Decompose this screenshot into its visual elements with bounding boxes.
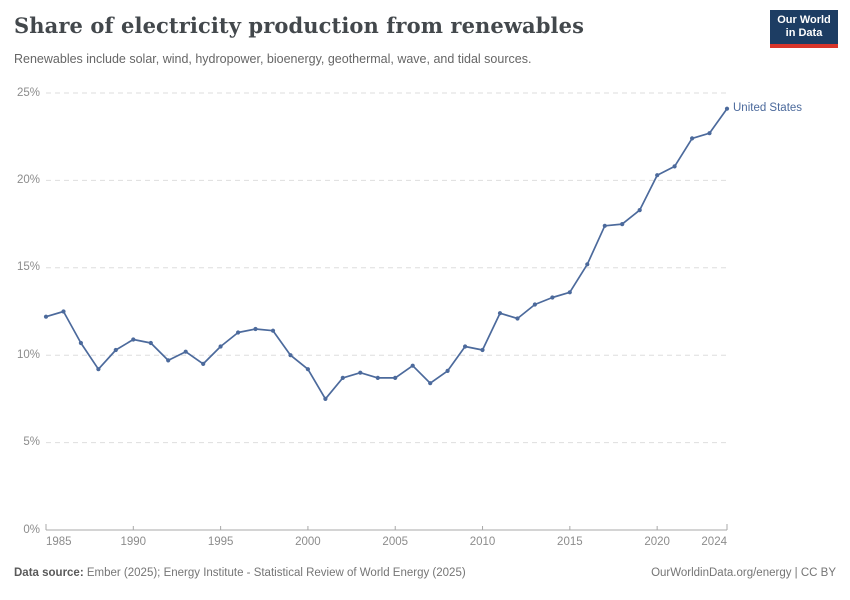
data-point-2008[interactable] <box>445 368 450 373</box>
data-point-2004[interactable] <box>375 375 380 380</box>
data-point-2005[interactable] <box>393 375 398 380</box>
data-point-2002[interactable] <box>340 375 345 380</box>
owid-logo-text: Our World in Data <box>777 14 831 40</box>
data-point-2020[interactable] <box>655 173 660 178</box>
data-point-2003[interactable] <box>358 370 363 375</box>
chart-subtitle: Renewables include solar, wind, hydropow… <box>14 52 532 66</box>
data-point-1998[interactable] <box>270 328 276 333</box>
data-point-2023[interactable] <box>707 131 712 136</box>
y-axis-tick-label: 10% <box>16 348 40 361</box>
x-axis-tick-label: 2000 <box>295 536 321 548</box>
owid-link-license[interactable]: OurWorldinData.org/energy | CC BY <box>651 567 836 579</box>
data-point-1990[interactable] <box>131 337 136 342</box>
data-point-2015[interactable] <box>567 290 572 295</box>
data-point-1992[interactable] <box>166 358 171 363</box>
data-point-2007[interactable] <box>428 381 433 386</box>
data-point-2017[interactable] <box>602 223 607 228</box>
data-point-2012[interactable] <box>515 316 520 321</box>
y-axis-tick-label: 20% <box>16 173 40 186</box>
y-axis-tick-label: 5% <box>23 436 40 449</box>
data-point-1991[interactable] <box>148 340 153 346</box>
owid-logo[interactable]: Our World in Data <box>770 10 838 48</box>
data-point-2019[interactable] <box>637 208 642 213</box>
data-point-1994[interactable] <box>201 361 206 366</box>
x-axis-tick-label: 2020 <box>644 536 670 548</box>
x-axis-tick-label: 2015 <box>557 536 583 548</box>
data-point-2000[interactable] <box>305 367 310 372</box>
data-point-2022[interactable] <box>690 136 695 141</box>
page-title: Share of electricity production from ren… <box>14 13 585 38</box>
series-entity-label[interactable]: United States <box>733 101 803 114</box>
data-point-2011[interactable] <box>497 311 503 316</box>
x-axis-tick-label: 2005 <box>382 536 409 548</box>
data-point-2014[interactable] <box>550 295 555 300</box>
y-axis-tick-label: 0% <box>23 523 40 536</box>
data-point-1996[interactable] <box>236 330 241 335</box>
data-point-1997[interactable] <box>253 326 258 332</box>
series-line-united-states[interactable] <box>45 107 728 400</box>
data-point-2009[interactable] <box>463 344 468 349</box>
data-source-text: Ember (2025); Energy Institute - Statist… <box>83 567 466 579</box>
data-point-1985[interactable] <box>43 314 49 319</box>
x-axis-tick-label: 1995 <box>207 536 234 548</box>
data-point-1999[interactable] <box>288 353 293 358</box>
data-point-1987[interactable] <box>78 340 83 346</box>
data-point-2018[interactable] <box>620 222 625 227</box>
owid-logo-line2: in Data <box>785 27 823 39</box>
data-point-2006[interactable] <box>410 363 415 368</box>
data-point-1993[interactable] <box>183 349 188 354</box>
x-axis-tick-label: 1985 <box>46 536 72 548</box>
data-source-label: Data source: <box>14 567 84 579</box>
data-source-note: Data source: Ember (2025); Energy Instit… <box>14 566 466 581</box>
y-axis-tick-label: 25% <box>16 86 40 99</box>
data-point-2024[interactable] <box>724 106 730 111</box>
y-axis-tick-label: 15% <box>16 261 40 274</box>
data-point-1988[interactable] <box>96 367 101 372</box>
data-point-2013[interactable] <box>532 302 538 307</box>
x-axis-tick-label: 2010 <box>469 536 496 548</box>
chart-footer: Data source: Ember (2025); Energy Instit… <box>14 566 836 581</box>
x-axis-tick-label: 1990 <box>120 536 147 548</box>
data-point-1989[interactable] <box>113 347 118 353</box>
x-axis-tick-label: 2024 <box>701 536 727 548</box>
data-point-2021[interactable] <box>672 164 677 169</box>
data-point-1995[interactable] <box>218 344 223 349</box>
data-point-2010[interactable] <box>480 347 485 353</box>
data-point-2016[interactable] <box>585 262 590 267</box>
data-point-1986[interactable] <box>61 309 66 314</box>
owid-logo-line1: Our World <box>777 14 831 26</box>
data-point-2001[interactable] <box>323 396 328 401</box>
